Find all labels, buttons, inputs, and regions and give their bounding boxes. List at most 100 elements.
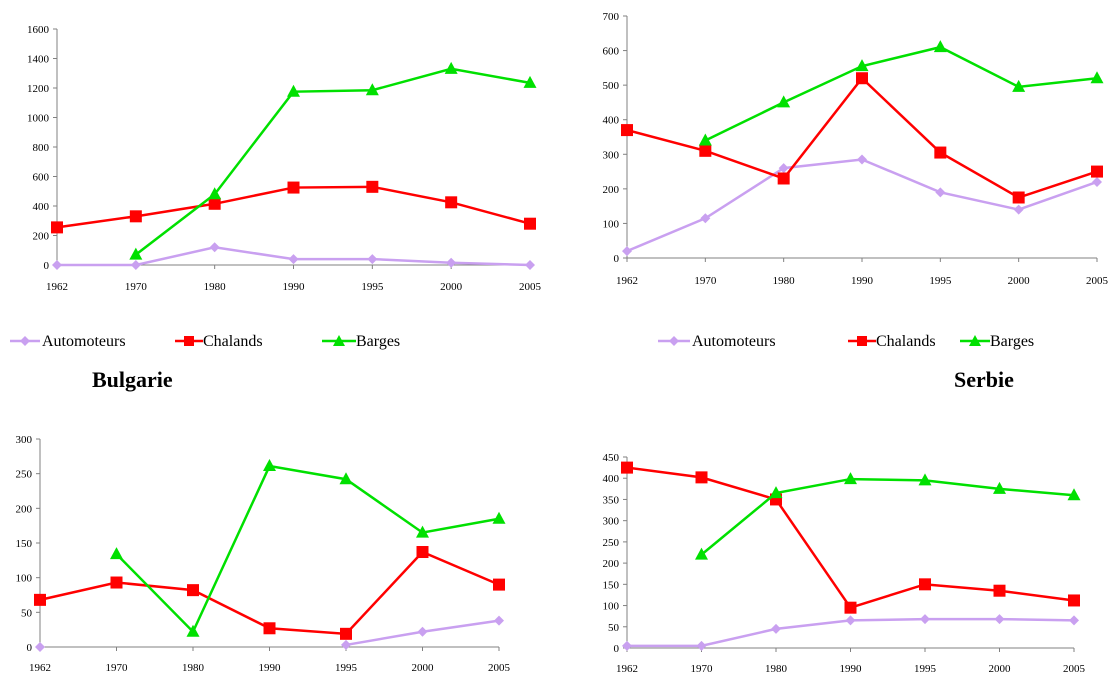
point-automoteurs [341, 639, 351, 650]
point-chalands [919, 578, 931, 591]
chart-panel-1: 0 200 400 600 800 1000 1200 1400 1600 1962 1970 198… [27, 24, 542, 293]
point-barges [1090, 71, 1104, 84]
x-tick-label: 2000 [412, 662, 435, 674]
point-automoteurs [52, 260, 62, 270]
point-barges [844, 472, 857, 485]
point-barges [186, 624, 200, 637]
y-tick-label: 0 [614, 253, 620, 265]
point-barges [444, 61, 458, 74]
point-chalands [287, 181, 300, 194]
point-chalands [777, 172, 790, 185]
y-tick-label: 300 [603, 516, 620, 528]
x-tick-label: 2005 [519, 281, 542, 293]
x-tick-label: 1990 [259, 662, 282, 674]
point-chalands [340, 627, 352, 640]
chart-panel-4: 0 50 100 150 200 250 300 350 400 450 1962 1970 1980 1… [603, 452, 1086, 675]
legend-bulgarie: Automoteurs Chalands Barges [10, 333, 400, 350]
country-title-bulgarie: Bulgarie [92, 367, 173, 392]
y-tick-label: 50 [608, 622, 620, 634]
point-automoteurs [525, 260, 535, 270]
point-barges [263, 459, 276, 472]
y-tick-label: 1200 [27, 83, 50, 95]
point-automoteurs [994, 614, 1005, 625]
y-tick-label: 350 [603, 494, 620, 506]
point-chalands [1012, 191, 1025, 204]
x-tick-label: 1970 [694, 275, 717, 287]
point-automoteurs [288, 254, 299, 265]
y-tick-label: 0 [614, 643, 620, 655]
x-tick-label: 1962 [616, 275, 638, 287]
chart-panel-3: 0 50 100 150 200 250 300 1962 1970 1980 1990 1995 20… [16, 434, 511, 674]
y-tick-label: 500 [603, 80, 620, 92]
x-tick-label: 1970 [691, 663, 714, 675]
x-tick-label: 1995 [361, 281, 384, 293]
y-tick-label: 150 [603, 579, 620, 591]
legend-marker-barges [333, 335, 345, 346]
y-tick-label: 450 [603, 452, 620, 464]
legend-label-automoteurs: Automoteurs [42, 333, 126, 350]
point-barges [993, 481, 1006, 494]
point-automoteurs [622, 640, 632, 651]
point-automoteurs [920, 614, 930, 625]
y-tick-label: 300 [16, 434, 33, 446]
x-tick-label: 1995 [335, 662, 358, 674]
y-tick-label: 200 [33, 231, 50, 243]
x-tick-label: 1962 [29, 662, 51, 674]
point-chalands [110, 576, 123, 589]
x-tick-label: 1980 [765, 663, 788, 675]
series-line-barges [115, 464, 500, 634]
y-tick-label: 200 [603, 558, 620, 570]
series-line-chalands [626, 76, 1098, 199]
point-automoteurs [857, 154, 867, 165]
point-barges [110, 547, 123, 560]
y-tick-label: 250 [603, 537, 620, 549]
x-tick-label: 2000 [1008, 275, 1031, 287]
point-automoteurs [700, 213, 711, 224]
series-line-chalands [39, 550, 500, 636]
point-automoteurs [778, 163, 789, 174]
point-barges [339, 472, 353, 485]
x-tick-label: 2000 [440, 281, 463, 293]
point-chalands [445, 196, 458, 209]
x-tick-label: 2005 [488, 662, 511, 674]
point-barges [287, 84, 300, 97]
x-tick-label: 1962 [616, 663, 638, 675]
point-automoteurs [1069, 615, 1079, 626]
point-automoteurs [417, 626, 428, 637]
point-barges [1012, 79, 1026, 92]
series-line-automoteurs [626, 158, 1098, 253]
y-tick-label: 800 [33, 142, 50, 154]
legend-marker-automoteurs [669, 336, 679, 346]
point-chalands [187, 584, 199, 597]
point-automoteurs [845, 615, 856, 626]
point-chalands [1091, 165, 1103, 178]
x-tick-label: 1980 [773, 275, 796, 287]
x-tick-label: 1962 [46, 281, 68, 293]
x-tick-label: 2005 [1086, 275, 1109, 287]
point-barges [129, 247, 143, 260]
point-barges [777, 95, 791, 108]
y-tick-label: 400 [603, 115, 620, 127]
legend-marker-chalands [184, 336, 194, 346]
y-tick-label: 100 [603, 601, 620, 613]
x-tick-label: 1980 [182, 662, 205, 674]
point-automoteurs [935, 187, 946, 198]
point-chalands [524, 217, 536, 230]
y-tick-label: 0 [27, 642, 33, 654]
series-line-barges [700, 477, 1075, 556]
y-tick-label: 400 [603, 473, 620, 485]
point-barges [365, 83, 379, 96]
point-automoteurs [367, 254, 378, 265]
x-tick-label: 1990 [851, 275, 874, 287]
point-automoteurs [771, 623, 781, 634]
point-chalands [934, 146, 947, 159]
point-automoteurs [494, 615, 504, 626]
point-chalands [844, 601, 857, 614]
y-tick-label: 1000 [27, 113, 50, 125]
point-chalands [1068, 594, 1080, 607]
point-chalands [699, 144, 712, 157]
point-automoteurs [696, 640, 707, 651]
x-tick-label: 1995 [929, 275, 952, 287]
point-barges [855, 59, 869, 72]
x-tick-label: 1995 [914, 663, 937, 675]
